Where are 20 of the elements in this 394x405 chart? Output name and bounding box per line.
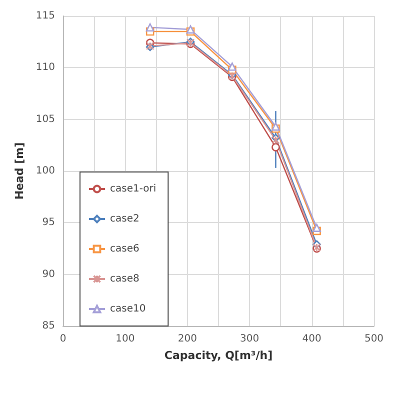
legend-label: case6	[110, 244, 140, 254]
x-tick-label: 0	[60, 334, 66, 344]
x-tick-label: 500	[364, 334, 384, 344]
x-tick-label: 400	[302, 334, 322, 344]
y-tick-label: 85	[42, 320, 55, 332]
legend-label: case2	[110, 214, 140, 224]
x-axis-title: Capacity, Q[m³/h]	[164, 349, 273, 362]
y-axis-title: Head [m]	[13, 142, 26, 200]
legend-label: case1-ori	[110, 184, 156, 194]
x-tick-label: 100	[116, 334, 135, 344]
y-tick-label: 95	[42, 217, 55, 228]
legend-label: case10	[110, 304, 146, 314]
y-tick-label: 115	[36, 10, 55, 22]
x-tick-label: 300	[240, 334, 260, 344]
y-tick-label: 100	[36, 166, 55, 176]
y-tick-label: 105	[36, 114, 55, 125]
legend-label: case8	[110, 274, 140, 284]
y-tick-label: 90	[42, 268, 55, 280]
x-tick-label: 200	[178, 334, 197, 344]
y-tick-label: 110	[36, 62, 55, 74]
